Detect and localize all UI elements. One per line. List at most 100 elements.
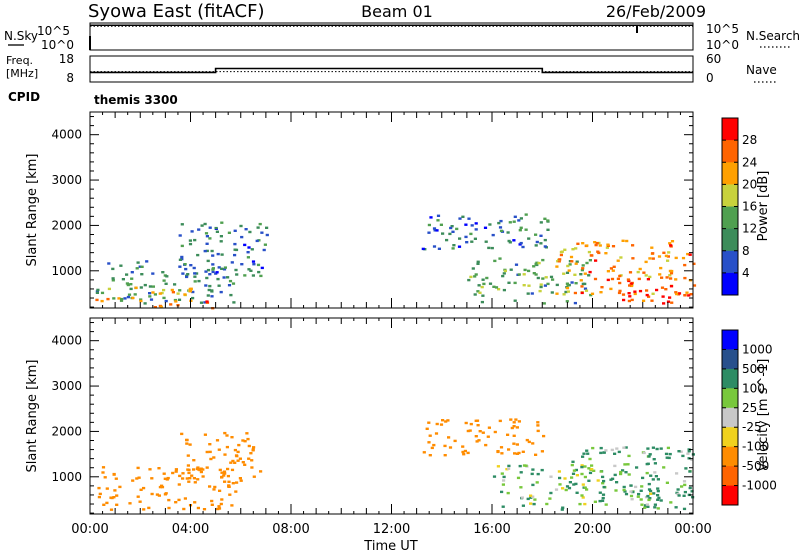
range-gate-cell [560,250,564,253]
range-gate-cell [649,474,653,477]
range-gate-cell [462,453,466,456]
range-gate-cell [148,295,152,298]
range-gate-cell [659,447,663,450]
range-gate-cell [148,468,152,471]
range-gate-cell [692,262,696,265]
range-gate-cell [208,284,212,288]
range-gate-cell [249,452,253,455]
nave-tick-top: 60 [706,52,721,66]
range-gate-cell [199,301,204,304]
range-gate-cell [233,242,237,246]
range-gate-cell [463,449,467,453]
range-gate-cell [653,503,657,506]
range-gate-cell [487,426,491,429]
range-gate-cell [526,292,530,295]
range-gate-cell [570,476,574,479]
range-gate-cell [670,301,674,304]
range-gate-cell [639,489,643,492]
range-gate-cell [250,466,254,469]
range-gate-cell [138,265,142,268]
range-gate-cell [540,450,544,453]
range-gate-cell [683,490,687,494]
range-gate-cell [466,429,470,433]
range-gate-cell [645,503,649,506]
range-gate-cell [667,456,671,460]
range-gate-cell [435,229,439,232]
colorbar-tick-label: 100 [742,381,765,395]
colorbar-segment [722,446,738,467]
range-gate-cell [487,246,491,250]
range-gate-cell [251,448,255,451]
range-gate-cell [230,468,235,472]
colorbar-segment [722,250,738,274]
range-gate-cell [646,494,650,498]
range-gate-cell [469,422,473,426]
range-gate-cell [432,245,437,248]
range-gate-cell [566,264,570,268]
range-gate-cell [599,291,603,294]
range-gate-cell [674,291,678,294]
range-gate-cell [657,496,661,500]
range-gate-cell [236,450,240,454]
range-gate-cell [235,273,239,276]
range-gate-cell [481,278,485,281]
range-gate-cell [637,277,641,281]
range-gate-cell [207,288,211,292]
range-gate-cell [138,500,142,503]
range-gate-cell [601,496,605,500]
range-gate-cell [427,231,431,234]
range-gate-cell [258,222,262,226]
range-gate-cell [683,294,687,297]
range-gate-cell [636,495,640,498]
range-gate-cell [215,439,220,442]
range-gate-cell [497,221,501,225]
range-gate-cell [517,273,521,276]
range-gate-cell [210,249,214,253]
range-gate-cell [480,285,484,289]
range-gate-cell [575,260,579,263]
range-gate-cell [532,265,536,268]
range-gate-cell [107,287,111,291]
range-gate-cell [631,244,635,247]
range-gate-cell [583,475,587,479]
range-gate-cell [557,260,561,263]
range-gate-cell [208,273,212,276]
range-gate-cell [666,446,670,450]
range-gate-cell [566,290,570,293]
range-gate-cell [177,483,181,486]
range-gate-cell [192,266,196,270]
colorbar-segment [722,330,738,350]
range-gate-cell [512,239,516,242]
range-gate-cell [591,446,595,450]
range-gate-cell [139,299,143,303]
range-gate-cell [127,293,132,296]
range-gate-cell [428,434,432,437]
range-gate-cell [666,255,670,258]
range-gate-cell [581,242,585,245]
range-gate-cell [609,478,613,481]
range-gate-cell [117,297,121,300]
range-gate-cell [515,452,519,455]
range-gate-cell [162,288,166,292]
range-gate-cell [676,492,680,496]
range-gate-cell [142,486,146,490]
range-gate-cell [602,479,606,483]
range-gate-cell [427,421,431,424]
range-gate-cell [197,279,201,283]
range-gate-cell [499,219,503,223]
range-gate-cell [111,267,115,271]
range-gate-cell [455,227,459,231]
colorbar-segment [722,228,738,252]
range-gate-cell [211,270,215,274]
colorbar-frame [721,329,739,506]
range-gate-cell [210,290,214,293]
range-gate-cell [239,479,243,482]
range-gate-cell [536,276,540,280]
range-gate-cell [650,299,654,302]
range-gate-cell [666,259,670,262]
range-gate-cell [178,474,182,478]
range-gate-cell [96,288,100,292]
range-gate-cell [204,232,209,235]
range-gate-cell [654,475,658,478]
range-gate-cell [531,483,535,487]
